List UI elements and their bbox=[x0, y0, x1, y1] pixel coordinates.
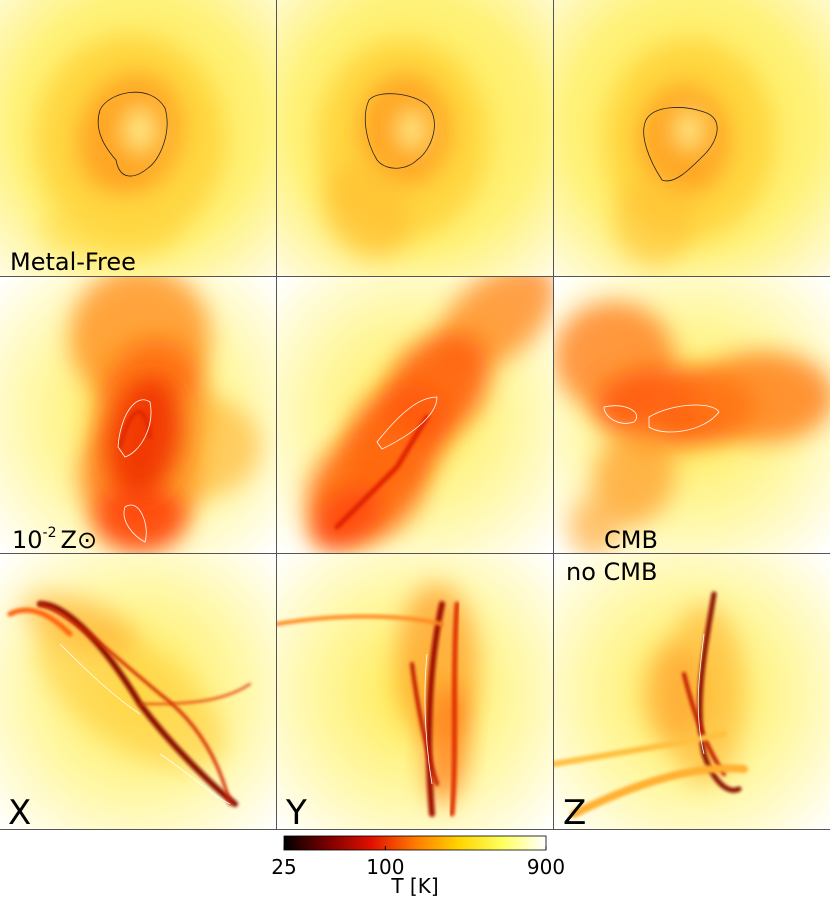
gas-cloud bbox=[673, 108, 705, 152]
gas-cloud bbox=[122, 106, 158, 154]
filament bbox=[277, 614, 444, 626]
filament bbox=[410, 662, 439, 786]
colorbar-tick-label: 25 bbox=[271, 855, 296, 879]
panel bbox=[0, 277, 276, 553]
filament bbox=[570, 764, 748, 818]
axis-label: Z bbox=[563, 793, 586, 833]
density-contour bbox=[376, 396, 438, 450]
density-contour bbox=[643, 107, 718, 182]
panel bbox=[554, 277, 830, 553]
panel-label: CMB bbox=[604, 526, 658, 554]
gas-cloud bbox=[40, 200, 180, 260]
colorbar-label: T [K] bbox=[390, 874, 438, 898]
density-contour bbox=[603, 404, 720, 433]
filament bbox=[426, 601, 445, 817]
gas-cloud bbox=[614, 175, 694, 265]
density-contour bbox=[59, 643, 231, 805]
panel bbox=[554, 554, 830, 830]
filament bbox=[7, 607, 73, 637]
gas-cloud bbox=[644, 644, 704, 744]
filament bbox=[139, 683, 251, 705]
panel-label: Metal-Free bbox=[10, 248, 136, 276]
panel-label: 10-2 Z⊙ bbox=[12, 525, 97, 554]
colorbar-tick-label: 900 bbox=[527, 855, 565, 879]
panel bbox=[0, 554, 276, 830]
panel bbox=[0, 0, 276, 276]
density-contour bbox=[97, 91, 168, 177]
axis-label: Y bbox=[285, 793, 307, 833]
label-part: -2 bbox=[43, 525, 57, 541]
gas-cloud bbox=[324, 162, 410, 258]
filament bbox=[334, 414, 430, 530]
panel bbox=[277, 0, 553, 276]
gas-cloud bbox=[95, 482, 185, 552]
filament bbox=[554, 731, 727, 767]
filament bbox=[38, 602, 232, 806]
panel bbox=[277, 554, 553, 830]
panel bbox=[277, 277, 553, 553]
gas-cloud bbox=[396, 108, 428, 152]
panel-label-group: Metal-Free 10-2 Z⊙ CMB no CMB bbox=[10, 248, 658, 586]
panel bbox=[554, 0, 830, 276]
gas-cloud bbox=[592, 428, 676, 526]
density-contour bbox=[117, 399, 152, 543]
colorbar bbox=[283, 835, 547, 851]
gas-cloud bbox=[35, 618, 225, 770]
filament bbox=[118, 409, 152, 449]
axis-label-group: X Y Z bbox=[8, 793, 586, 833]
label-part: 10 bbox=[12, 526, 43, 554]
gas-cloud bbox=[694, 352, 830, 442]
filament bbox=[682, 672, 726, 776]
density-contour bbox=[697, 633, 705, 755]
panel-grid bbox=[0, 0, 830, 830]
panel-label: no CMB bbox=[566, 558, 657, 586]
colorbar-tick-label: 100 bbox=[366, 855, 404, 879]
density-contour bbox=[364, 93, 435, 169]
label-part: Z⊙ bbox=[61, 526, 98, 554]
axis-label: X bbox=[8, 793, 31, 833]
gas-cloud bbox=[569, 497, 619, 553]
gas-cloud bbox=[426, 684, 468, 804]
density-contour bbox=[424, 653, 433, 785]
filament bbox=[449, 601, 460, 817]
